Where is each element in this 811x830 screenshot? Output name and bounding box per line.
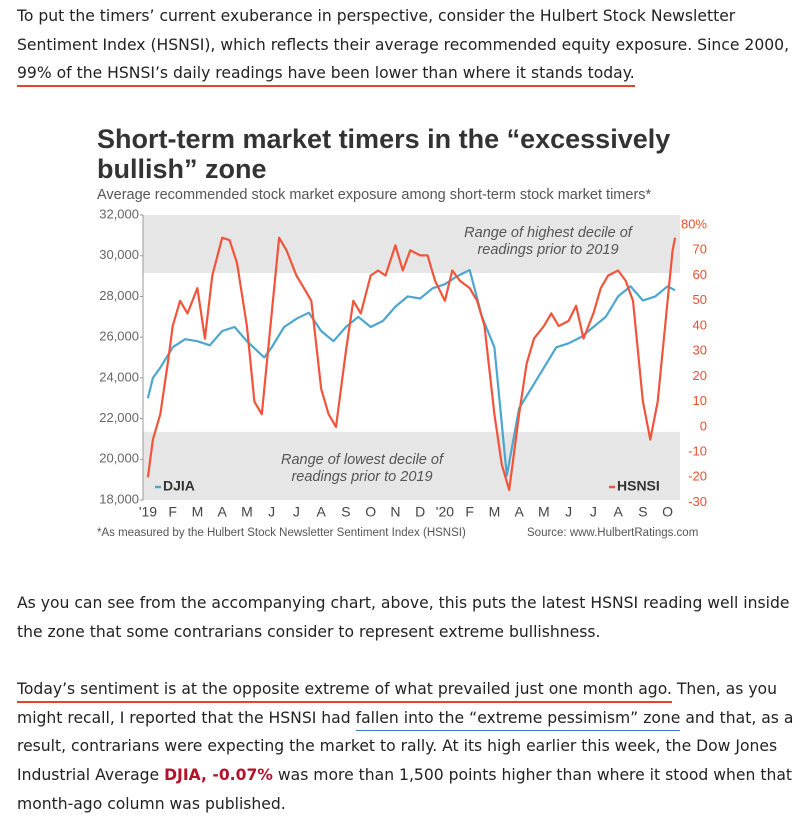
y-tick-label: 26,000 <box>99 329 139 344</box>
band <box>143 431 680 500</box>
y2-tick-label: 10 <box>693 393 707 408</box>
x-tick-label: J <box>590 504 597 520</box>
text: month-ago column was published. <box>17 794 286 813</box>
y2-tick-label: 30 <box>693 343 707 358</box>
y2-tick-label: -20 <box>688 469 707 484</box>
y2-tick-label: 80% <box>681 217 707 232</box>
x-tick-label: O <box>662 504 673 520</box>
y2-tick-label: 0 <box>700 418 707 433</box>
y2-tick-label: 70 <box>693 242 707 257</box>
x-tick-label: D <box>415 504 425 520</box>
text: Sentiment Index (HSNSI), which reflects … <box>17 35 790 54</box>
x-tick-label: O <box>365 504 376 520</box>
x-tick-label: F <box>168 504 177 520</box>
y-tick-label: 24,000 <box>99 369 139 384</box>
y-tick-label: 28,000 <box>99 288 139 303</box>
band-label: Range of highest decile of <box>464 225 634 241</box>
chart-subtitle: Average recommended stock market exposur… <box>97 187 652 203</box>
y-tick-label: 32,000 <box>99 206 139 221</box>
x-tick-label: M <box>489 504 501 520</box>
link[interactable]: fallen into the “extreme pessimism” zone <box>355 708 681 731</box>
y2-tick-label: 50 <box>693 292 707 307</box>
series-line <box>146 236 677 491</box>
text: and that, as a <box>680 708 794 727</box>
x-tick-label: '20 <box>436 504 454 520</box>
text: To put the timers’ current exuberance in… <box>17 7 736 25</box>
legend-label: HSNSI <box>617 478 660 494</box>
text-line: month-ago column was published. <box>17 790 286 819</box>
text-line: result, contrarians were expecting the m… <box>17 732 777 761</box>
band-label: Range of lowest decile of <box>281 452 445 468</box>
band-label: readings prior to 2019 <box>291 469 432 485</box>
x-tick-label: A <box>317 504 327 520</box>
text-line: Today’s sentiment is at the opposite ext… <box>17 675 777 704</box>
y-tick-label: 30,000 <box>99 247 139 262</box>
chart-title: bullish” zone <box>97 154 267 184</box>
x-tick-label: J <box>268 504 275 520</box>
text-line: the zone that some contrarians consider … <box>17 618 600 647</box>
source: Source: www.HulbertRatings.com <box>527 527 698 539</box>
chart-title: Short-term market timers in the “excessi… <box>97 124 670 154</box>
x-tick-label: F <box>465 504 474 520</box>
series-line <box>146 268 676 477</box>
text-line: 99% of the HSNSI’s daily readings have b… <box>17 59 635 88</box>
text: Today’s sentiment is at the opposite ext… <box>17 680 672 703</box>
legend-label: DJIA <box>163 478 195 494</box>
x-tick-label: M <box>538 504 550 520</box>
text: Then, as you <box>671 680 777 698</box>
x-tick-label: S <box>638 504 647 520</box>
text-line: As you can see from the accompanying cha… <box>17 589 789 618</box>
text: 99% of the HSNSI’s daily readings have b… <box>17 64 635 88</box>
x-tick-label: A <box>218 504 228 520</box>
y2-tick-label: 40 <box>693 317 707 332</box>
text: the zone that some contrarians consider … <box>17 622 601 641</box>
footnote: *As measured by the Hulbert Stock Newsle… <box>97 527 466 539</box>
y-tick-label: 22,000 <box>99 410 139 425</box>
text: was more than 1,500 points higher than w… <box>272 766 792 785</box>
text-line: might recall, I reported that the HSNSI … <box>17 704 793 733</box>
y2-tick-label: -10 <box>688 444 707 459</box>
text: As you can see from the accompanying cha… <box>17 594 790 612</box>
y2-tick-label: -30 <box>688 494 707 509</box>
x-tick-label: N <box>390 504 400 520</box>
x-tick-label: S <box>341 504 350 520</box>
x-tick-label: J <box>565 504 572 520</box>
text: Industrial Average <box>17 766 165 785</box>
x-tick-label: A <box>514 504 524 520</box>
text-line: To put the timers’ current exuberance in… <box>17 2 735 31</box>
y-tick-label: 18,000 <box>99 491 139 506</box>
text: might recall, I reported that the HSNSI … <box>17 708 356 727</box>
text-line: Sentiment Index (HSNSI), which reflects … <box>17 31 789 60</box>
text-line: Industrial Average DJIA, -0.07% was more… <box>17 761 792 790</box>
x-tick-label: M <box>192 504 204 520</box>
ticker-link[interactable]: DJIA, -0.07% <box>164 766 273 785</box>
x-tick-label: '19 <box>139 504 157 520</box>
band <box>143 215 680 274</box>
y2-tick-label: 20 <box>693 368 707 383</box>
band-label: readings prior to 2019 <box>477 242 618 258</box>
x-tick-label: J <box>293 504 300 520</box>
y2-tick-label: 60 <box>693 267 707 282</box>
x-tick-label: M <box>241 504 253 520</box>
y-tick-label: 20,000 <box>99 451 139 466</box>
text: result, contrarians were expecting the m… <box>17 737 778 756</box>
x-tick-label: A <box>613 504 623 520</box>
